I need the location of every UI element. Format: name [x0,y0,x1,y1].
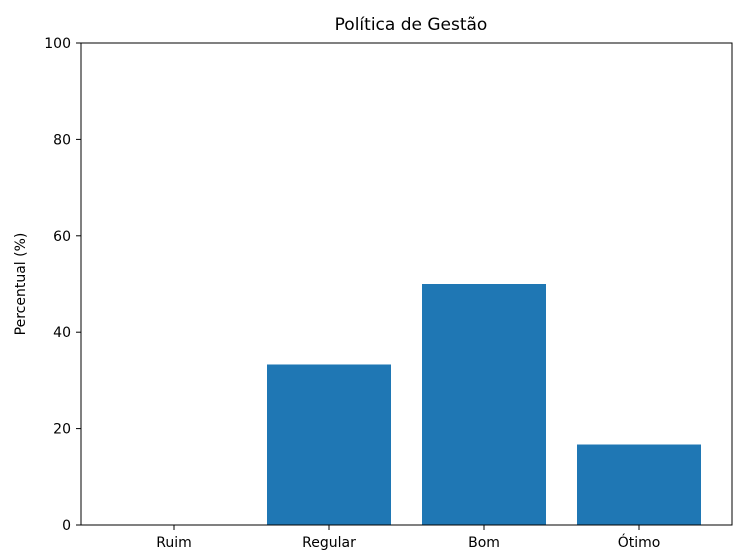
bar-regular [267,364,391,525]
x-tick-label: Ruim [156,535,192,551]
x-tick-label: Bom [468,535,500,551]
chart-title: Política de Gestão [335,15,488,35]
x-tick-label: Regular [302,535,356,551]
y-tick-label: 0 [62,518,71,534]
plot-frame [80,42,733,526]
bar-ótimo [577,444,701,525]
bars [267,284,701,525]
y-tick-label: 40 [53,325,71,341]
x-axis-ticks: Ruim Regular Bom Ótimo [156,525,660,551]
plot-area: 0 20 40 60 80 100 Ruim Regular Bom Ótimo [44,36,733,551]
y-tick-label: 80 [53,132,71,148]
y-tick-label: 60 [53,229,71,245]
bar-bom [422,284,546,525]
y-axis-ticks: 0 20 40 60 80 100 [44,36,81,534]
y-tick-label: 100 [44,36,71,52]
y-axis-label: Percentual (%) [13,233,29,336]
y-tick-label: 20 [53,422,71,438]
x-tick-label: Ótimo [618,533,661,551]
